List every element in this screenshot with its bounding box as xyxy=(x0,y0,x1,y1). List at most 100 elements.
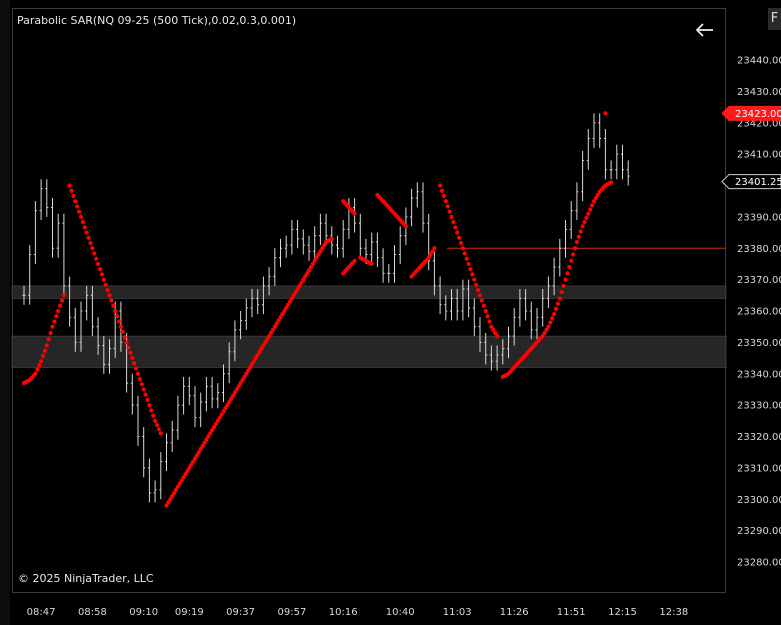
sar-dot xyxy=(206,434,211,439)
current-price-badge-shape xyxy=(721,174,781,190)
sar-dot xyxy=(476,287,481,293)
sar-dot xyxy=(274,321,279,326)
sar-dot xyxy=(441,193,446,199)
indicator-title[interactable]: Parabolic SAR(NQ 09-25 (500 Tick),0.02,0… xyxy=(17,14,297,27)
sar-dot xyxy=(265,337,270,342)
sar-dot xyxy=(453,225,458,230)
sar-dot xyxy=(82,225,87,230)
sar-dot xyxy=(445,204,450,209)
sar-dot xyxy=(460,246,465,251)
chart-frame xyxy=(12,8,726,593)
sar-dot xyxy=(191,459,196,464)
sar-dot xyxy=(555,301,561,306)
back-arrow-icon xyxy=(695,23,713,37)
sar-dot xyxy=(39,359,44,364)
sar-dot xyxy=(457,235,462,240)
price-zone xyxy=(11,285,727,299)
sar-dot xyxy=(42,348,48,353)
sar-dot xyxy=(219,412,224,417)
sar-dot xyxy=(578,229,583,234)
sar-dot xyxy=(238,381,243,386)
sar-dot xyxy=(56,308,61,314)
sar-dot xyxy=(249,362,255,367)
corner-tab[interactable]: F xyxy=(768,8,781,30)
sar-dot xyxy=(242,374,247,379)
sar-dot xyxy=(567,264,572,270)
sar-dot xyxy=(540,334,545,339)
sar-dot xyxy=(565,271,570,276)
sar-dot xyxy=(248,365,253,370)
back-button[interactable] xyxy=(690,18,718,42)
sar-dot xyxy=(603,111,608,116)
sar-dot xyxy=(172,490,177,496)
x-axis-label: 09:37 xyxy=(226,607,255,618)
x-axis-label: 09:19 xyxy=(175,607,204,618)
sar-dot xyxy=(101,277,106,282)
sar-dot xyxy=(485,314,490,319)
sar-dot xyxy=(432,246,437,251)
sar-dot xyxy=(430,249,435,254)
sar-dot xyxy=(94,256,99,261)
sar-dot xyxy=(276,318,281,323)
sar-dot xyxy=(278,315,283,320)
sar-dot xyxy=(491,327,496,332)
sar-dot xyxy=(221,409,226,414)
sar-dot xyxy=(35,367,40,372)
sar-dot xyxy=(462,251,467,256)
sar-dot xyxy=(282,308,287,314)
sar-dot xyxy=(466,261,471,267)
sar-dot xyxy=(111,303,116,308)
sar-dot xyxy=(316,252,321,257)
sar-dot xyxy=(145,397,150,402)
sar-dot xyxy=(451,220,456,225)
sar-dot xyxy=(548,320,553,325)
sar-dot xyxy=(477,293,483,298)
sar-dot xyxy=(177,481,182,486)
sar-dot xyxy=(261,343,266,348)
sar-dot xyxy=(571,252,576,257)
sar-dot xyxy=(71,193,76,199)
sar-dot xyxy=(130,355,135,361)
sar-dot xyxy=(487,319,492,324)
sar-dot xyxy=(73,199,78,204)
x-axis-label: 08:58 xyxy=(78,607,107,618)
sar-dot xyxy=(164,503,169,508)
sar-dot xyxy=(544,327,549,332)
sar-dot xyxy=(40,353,46,359)
sar-dot xyxy=(88,240,93,246)
sar-dot xyxy=(236,384,241,389)
sar-dot xyxy=(310,261,315,267)
y-axis-label: 23280.00 xyxy=(737,558,781,569)
left-panel-strip xyxy=(0,0,10,625)
sar-dot xyxy=(208,431,213,436)
sar-dot xyxy=(192,456,198,461)
sar-dot xyxy=(84,230,89,235)
sar-dot xyxy=(293,290,298,295)
sar-dot xyxy=(546,324,551,329)
sar-dot xyxy=(449,214,454,219)
sar-dot xyxy=(124,340,129,345)
sar-dot xyxy=(458,240,464,246)
sar-dot xyxy=(584,215,589,221)
sar-dot xyxy=(118,324,123,329)
sar-dot xyxy=(320,246,325,251)
sar-dot xyxy=(168,497,173,502)
sar-dot xyxy=(86,235,91,240)
sar-dot xyxy=(149,408,154,413)
sar-dot xyxy=(54,314,59,319)
sar-dot xyxy=(468,267,473,272)
sar-dot xyxy=(493,330,498,336)
sar-dot xyxy=(154,422,160,428)
sar-dot xyxy=(582,220,587,225)
sar-dot xyxy=(576,234,581,239)
sar-dot xyxy=(223,406,228,411)
sar-dot xyxy=(289,296,294,301)
sar-dot xyxy=(312,258,317,263)
sar-dot xyxy=(574,239,580,245)
y-axis-label: 23330.00 xyxy=(737,401,781,412)
sar-dot xyxy=(196,450,201,455)
y-axis-label: 23420.00 xyxy=(737,118,781,129)
sar-dot xyxy=(561,283,566,288)
sar-dot xyxy=(156,427,161,432)
